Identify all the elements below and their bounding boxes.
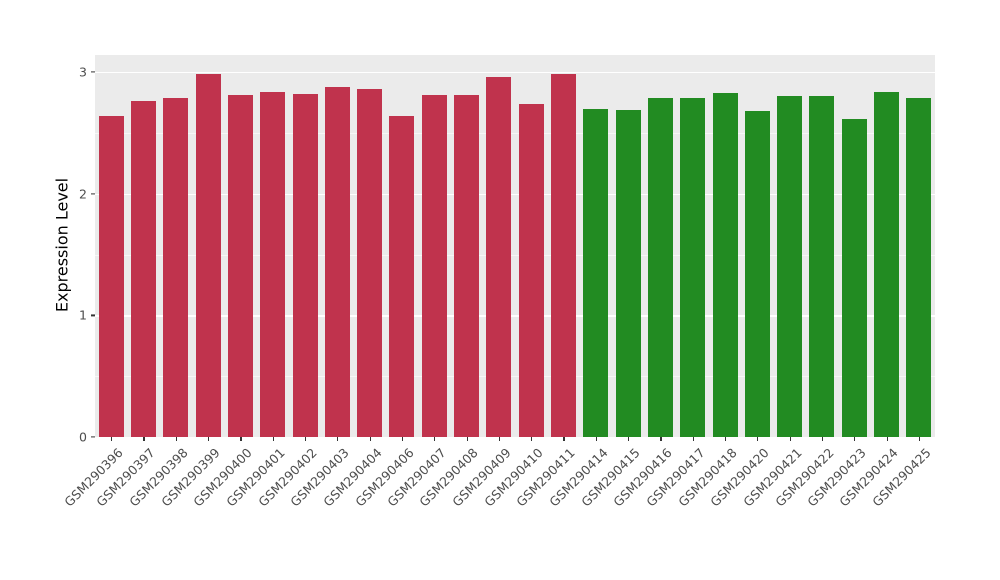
x-tick-mark bbox=[821, 437, 824, 441]
x-tick-mark bbox=[595, 437, 597, 441]
bar-GSM290402 bbox=[292, 93, 318, 437]
bar-GSM290410 bbox=[518, 103, 544, 437]
plot-panel bbox=[95, 55, 935, 439]
bar-GSM290415 bbox=[615, 109, 641, 437]
bar-GSM290423 bbox=[841, 119, 867, 437]
x-tick-mark bbox=[175, 437, 177, 441]
bar-GSM290400 bbox=[227, 95, 253, 437]
x-tick-mark bbox=[305, 437, 307, 441]
gridline-minor bbox=[95, 132, 935, 134]
bar-GSM290421 bbox=[777, 96, 803, 437]
x-tick-mark bbox=[401, 437, 404, 441]
bar-GSM290401 bbox=[260, 91, 286, 437]
bar-GSM290397 bbox=[130, 101, 156, 437]
x-tick-mark bbox=[466, 437, 468, 441]
bar-GSM290418 bbox=[712, 92, 738, 437]
y-tick-mark bbox=[91, 436, 95, 438]
y-tick-label: 3 bbox=[79, 64, 87, 80]
x-tick-mark bbox=[886, 437, 888, 441]
gridline-major bbox=[95, 72, 935, 74]
x-tick-mark bbox=[369, 437, 371, 441]
y-tick-mark bbox=[91, 193, 95, 195]
x-tick-mark bbox=[692, 437, 694, 441]
bar-GSM290396 bbox=[98, 115, 124, 437]
x-tick-mark bbox=[563, 437, 565, 441]
y-tick-label: 1 bbox=[79, 307, 87, 323]
bar-GSM290416 bbox=[647, 97, 673, 437]
bar-GSM290403 bbox=[324, 86, 350, 437]
bar-GSM290404 bbox=[357, 89, 383, 437]
x-tick-mark bbox=[660, 437, 662, 441]
gridline-major bbox=[95, 437, 935, 439]
y-axis-title: Expression Level bbox=[52, 177, 72, 313]
x-tick-mark bbox=[531, 437, 533, 441]
gridline-minor bbox=[95, 376, 935, 377]
bar-GSM290408 bbox=[454, 95, 480, 437]
x-tick-mark bbox=[757, 437, 759, 441]
gridline-minor bbox=[95, 254, 935, 256]
bar-GSM290417 bbox=[680, 97, 706, 437]
bar-GSM290406 bbox=[389, 115, 415, 437]
x-tick-mark bbox=[628, 437, 630, 441]
x-tick-mark bbox=[111, 437, 113, 441]
bar-GSM290399 bbox=[195, 74, 221, 437]
gridline-major bbox=[95, 315, 935, 317]
x-tick-mark bbox=[918, 437, 921, 441]
x-tick-mark bbox=[337, 437, 339, 441]
bar-GSM290420 bbox=[744, 110, 770, 437]
x-tick-mark bbox=[725, 437, 727, 441]
x-tick-mark bbox=[434, 437, 436, 441]
bar-GSM290424 bbox=[874, 91, 900, 437]
x-tick-mark bbox=[143, 437, 145, 441]
bar-GSM290422 bbox=[809, 96, 835, 437]
bar-GSM290407 bbox=[421, 95, 447, 437]
gridline-major bbox=[95, 193, 935, 196]
x-tick-mark bbox=[208, 437, 210, 441]
x-tick-mark bbox=[498, 437, 501, 441]
bar-GSM290411 bbox=[550, 74, 576, 437]
x-tick-mark bbox=[789, 437, 791, 441]
bar-GSM290398 bbox=[163, 97, 189, 437]
y-tick-label: 2 bbox=[79, 186, 87, 202]
x-tick-mark bbox=[854, 437, 856, 441]
y-tick-mark bbox=[91, 71, 95, 73]
x-tick-mark bbox=[240, 437, 242, 441]
bar-GSM290414 bbox=[583, 108, 609, 437]
y-tick-mark bbox=[91, 314, 95, 316]
x-tick-mark bbox=[272, 437, 274, 441]
y-tick-label: 0 bbox=[79, 429, 87, 445]
bar-GSM290425 bbox=[906, 97, 932, 437]
bar-GSM290409 bbox=[486, 76, 512, 437]
